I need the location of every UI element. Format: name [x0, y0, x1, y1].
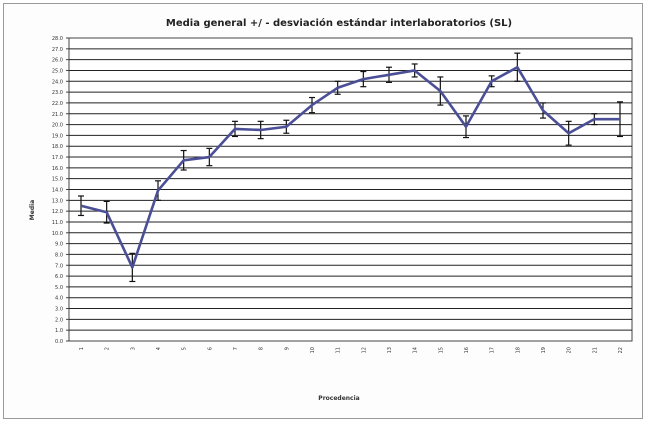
y-tick-label: 7.0	[55, 263, 63, 269]
y-tick-label: 0.0	[55, 339, 63, 345]
y-tick-label: 9.0	[55, 242, 63, 248]
y-tick-label: 19.0	[52, 133, 63, 139]
line-chart: Media general +/ - desviación estándar i…	[29, 17, 633, 402]
x-tick-label: 14	[413, 347, 419, 353]
y-tick-label: 26.0	[52, 58, 63, 64]
x-tick-labels: 1 2 3 4 5 6 7 8 9 10 11 12 13 14 15 16 17 18 19 20 21 22	[79, 347, 624, 353]
y-tick-label: 16.0	[52, 166, 63, 172]
x-tick-label: 15	[438, 347, 444, 353]
grid-lines	[69, 48, 632, 331]
y-tick-label: 28.0	[52, 36, 63, 42]
x-tick-label: 5	[182, 347, 188, 350]
y-tick-label: 10.0	[52, 231, 63, 237]
x-tick-label: 17	[490, 347, 496, 353]
x-tick-label: 3	[130, 347, 136, 350]
y-tick-label: 4.0	[55, 296, 63, 302]
y-tick-label: 20.0	[52, 123, 63, 129]
x-tick-label: 8	[259, 347, 265, 350]
x-axis-label: Procedencia	[318, 395, 359, 402]
y-tick-label: 12.0	[52, 209, 63, 215]
y-tick-label: 2.0	[55, 317, 63, 323]
x-tick-label: 6	[207, 347, 213, 350]
y-tick-label: 13.0	[52, 198, 63, 204]
x-tick-label: 12	[361, 347, 367, 353]
y-tick-label: 22.0	[52, 101, 63, 107]
series-line	[80, 65, 620, 269]
x-tick-label: 2	[105, 347, 111, 350]
y-tick-label: 24.0	[52, 79, 63, 85]
y-tick-label: 5.0	[55, 285, 63, 291]
y-tick-label: 6.0	[55, 274, 63, 280]
y-tick-labels: 0.0 1.0 2.0 3.0 4.0 5.0 6.0 7.0 8.0 9.0 10.0 11.0 12…	[52, 36, 69, 345]
y-tick-label: 17.0	[52, 155, 63, 161]
x-tick-label: 20	[567, 347, 573, 353]
x-tick-label: 7	[233, 347, 239, 350]
y-tick-label: 11.0	[52, 220, 63, 226]
x-tick-label: 4	[156, 347, 162, 350]
y-tick-label: 1.0	[55, 328, 63, 334]
x-tick-label: 19	[541, 347, 547, 353]
x-tick-label: 22	[618, 347, 624, 353]
y-tick-label: 27.0	[52, 47, 63, 53]
y-tick-label: 14.0	[52, 188, 63, 194]
x-tick-label: 13	[387, 347, 393, 353]
x-tick-label: 10	[310, 347, 316, 353]
y-axis-label: Media	[29, 200, 36, 220]
x-tick-label: 11	[336, 347, 342, 353]
chart-title: Media general +/ - desviación estándar i…	[166, 17, 512, 29]
chart-frame: Media general +/ - desviación estándar i…	[3, 3, 643, 419]
y-tick-label: 21.0	[52, 112, 63, 118]
y-tick-label: 8.0	[55, 252, 63, 258]
y-tick-label: 15.0	[52, 177, 63, 183]
y-tick-label: 23.0	[52, 90, 63, 96]
x-tick-label: 16	[464, 347, 470, 353]
y-tick-label: 25.0	[52, 68, 63, 74]
x-tick-label: 18	[515, 347, 521, 353]
y-tick-label: 18.0	[52, 144, 63, 150]
x-tick-label: 1	[79, 347, 85, 350]
x-tick-label: 21	[592, 347, 598, 353]
x-tick-label: 9	[284, 347, 290, 350]
y-tick-label: 3.0	[55, 307, 63, 313]
error-bars	[78, 52, 623, 283]
